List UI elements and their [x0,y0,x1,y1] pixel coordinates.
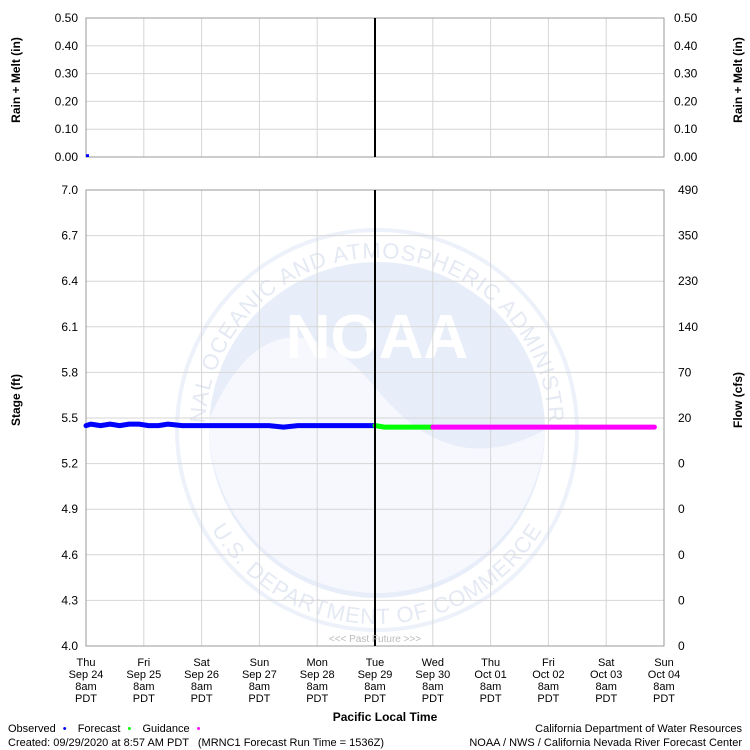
flow-ytick-label: 0 [678,639,685,653]
legend-forecast-dot: • [127,723,132,735]
watermark-noaa-text: NOAA [286,303,469,372]
rain-ytick-label-left: 0.10 [55,122,79,136]
agency-line-2: NOAA / NWS / California Nevada River For… [469,737,742,749]
series-line-forecast [372,423,436,430]
legend-guidance-label: Guidance [142,723,190,735]
rain-melt-panel: 0.50 0.50 0.40 0.40 0.30 0.30 0.20 0.20 0.10 0.10… [55,11,698,164]
rain-melt-axis-label-left: Rain + Melt (in) [8,37,23,123]
rain-ytick-label-right: 0.40 [674,39,698,53]
rain-ytick-label-left: 0.40 [55,39,79,53]
rain-ytick-label-right: 0.20 [674,94,698,108]
xtick-label: Fri Oct 02 8am PDT [532,657,564,705]
stage-ytick-label: 4.3 [61,593,78,607]
rain-ytick-label-right: 0.50 [674,11,698,25]
rain-bar [86,154,89,157]
created-line: Created: 09/29/2020 at 8:57 AM PDT (MRNC… [8,737,384,749]
stage-ytick-label: 6.4 [61,274,78,288]
rain-ytick-label-right: 0.10 [674,122,698,136]
stage-ytick-label: 6.1 [61,320,78,334]
rain-ytick-label-left: 0.00 [55,150,79,164]
stage-ytick-label: 4.6 [61,548,78,562]
stage-ytick-label: 4.0 [61,639,78,653]
rain-ytick-label-left: 0.30 [55,67,79,81]
stage-ytick-label: 7.0 [61,183,78,197]
stage-ytick-label: 5.5 [61,411,78,425]
legend-observed-label: Observed [8,723,56,735]
rain-ytick-label-left: 0.20 [55,94,79,108]
flow-ytick-label: 70 [678,365,692,379]
flow-ytick-label: 0 [678,548,685,562]
xtick-label: Sun Sep 27 8am PDT [242,657,277,705]
legend-observed-dot: • [62,723,67,735]
xtick-label: Sun Oct 04 8am PDT [648,657,680,705]
flow-ytick-label: 0 [678,593,685,607]
xtick-label: Thu Oct 01 8am PDT [474,657,506,705]
xtick-label: Sat Sep 26 8am PDT [184,657,219,705]
stage-ytick-label: 4.9 [61,502,78,516]
past-future-label: <<< Past Future >>> [329,634,421,645]
legend-guidance-dot: • [196,723,201,735]
legend: Observed • Forecast • Guidance • [8,723,200,735]
xtick-label: Sat Oct 03 8am PDT [590,657,622,705]
stage-axis-label: Stage (ft) [9,374,23,426]
flow-axis-label: Flow (cfs) [731,372,745,428]
flow-ytick-label: 490 [678,183,698,197]
stage-flow-panel: 7.0 490 6.7 350 6.4 230 6.1 140 5.8 70 5.5 20 5.2 0 4.… [61,183,698,724]
rain-ytick-label-right: 0.00 [674,150,698,164]
xtick-label: Tue Sep 29 8am PDT [358,657,393,705]
rain-ytick-label-left: 0.50 [55,11,79,25]
flow-ytick-label: 0 [678,502,685,516]
stage-ytick-label: 6.7 [61,229,78,243]
rain-melt-axis-label-right: Rain + Melt (in) [730,37,745,123]
forecast-run-time: (MRNC1 Forecast Run Time = 1536Z) [197,737,385,749]
created-timestamp: Created: 09/29/2020 at 8:57 AM PDT [8,737,189,749]
legend-forecast-label: Forecast [77,723,121,735]
xtick-label: Mon Sep 28 8am PDT [300,657,335,705]
flow-ytick-label: 230 [678,274,698,288]
xtick-label: Fri Sep 25 8am PDT [126,657,161,705]
stage-ytick-label: 5.8 [61,365,78,379]
xtick-label: Wed Sep 30 8am PDT [415,657,450,705]
xtick-label: Thu Sep 24 8am PDT [69,657,104,705]
x-axis-title: Pacific Local Time [333,710,438,724]
rain-ytick-label-right: 0.30 [674,67,698,81]
flow-ytick-label: 350 [678,229,698,243]
agency-line-1: California Department of Water Resources [535,723,742,735]
series-line-observed [83,421,378,430]
flow-ytick-label: 20 [678,411,692,425]
flow-ytick-label: 0 [678,457,685,471]
stage-ytick-label: 5.2 [61,457,78,471]
flow-ytick-label: 140 [678,320,698,334]
